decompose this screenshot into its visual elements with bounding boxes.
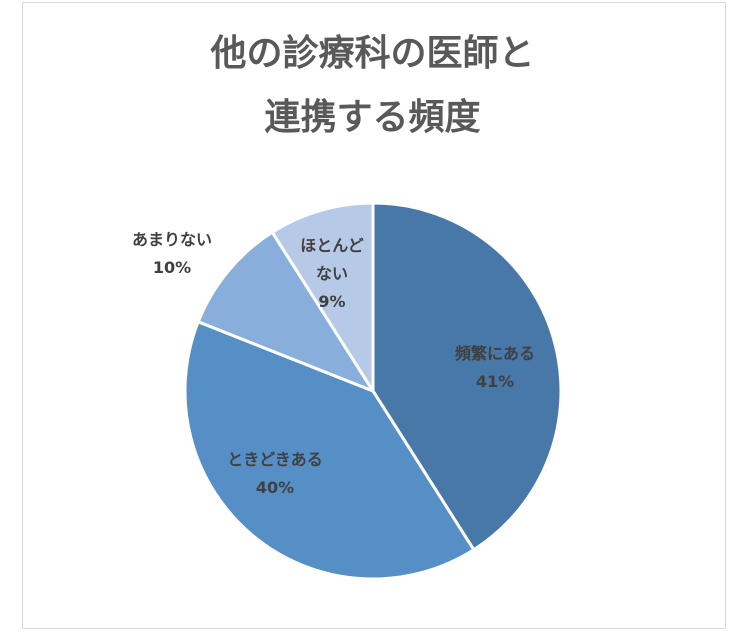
chart-title: 他の診療科の医師と連携する頻度: [210, 33, 535, 138]
category-label: ときどきある: [227, 450, 323, 469]
slice-label: 頻繁にある 41%: [450, 340, 540, 396]
category-label: 頻繁にある: [454, 344, 535, 363]
value-label: 10%: [152, 258, 192, 277]
slice-label: ほとんどない 9%: [298, 232, 366, 316]
slice-label: あまりない 10%: [112, 226, 232, 282]
value-label: 41%: [475, 372, 515, 391]
pie-slice: [196, 230, 377, 395]
value-label: 9%: [318, 292, 346, 311]
category-label: あまりない: [131, 230, 212, 249]
category-label: ほとんどない: [300, 236, 364, 283]
pie-slice: [183, 319, 476, 581]
pie-slice: [270, 201, 375, 397]
value-label: 40%: [255, 478, 295, 497]
chart-frame: [22, 2, 726, 629]
slice-label: ときどきある 40%: [205, 446, 345, 502]
